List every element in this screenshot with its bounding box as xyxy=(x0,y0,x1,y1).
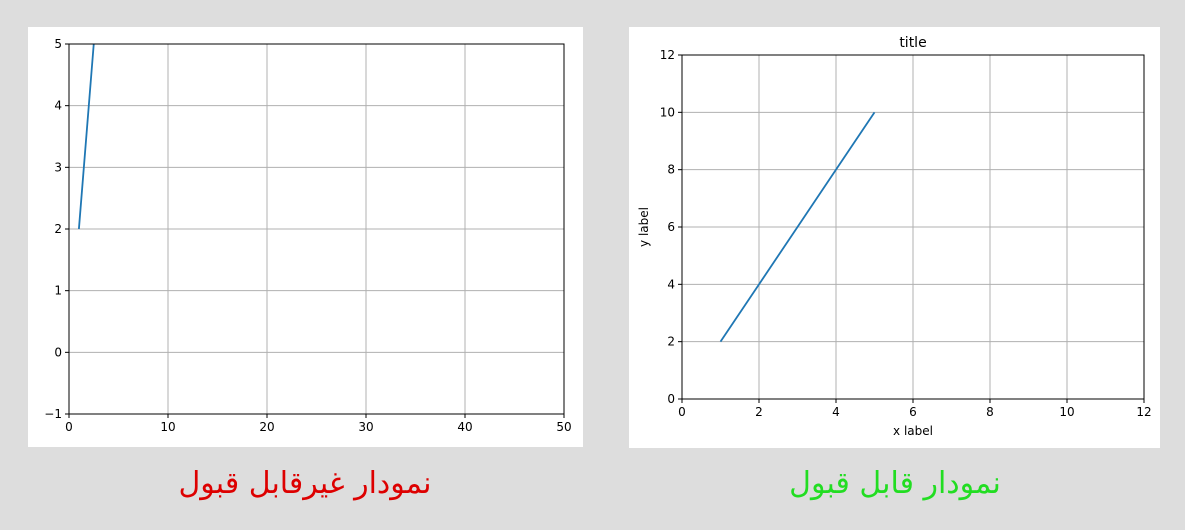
y-tick-label: 12 xyxy=(660,48,675,62)
chart: 0 2 4 6 8 10 12 0 2 4 6 8 10 12 title x label y label xyxy=(637,35,1152,438)
x-tick-label: 6 xyxy=(909,405,917,419)
y-tick-label: 6 xyxy=(667,220,675,234)
y-tick-label: −1 xyxy=(44,407,62,421)
caption: نمودار غیرقابل قبول xyxy=(178,466,432,501)
y-tick-label: 4 xyxy=(54,99,62,113)
chart-title: title xyxy=(899,35,926,51)
x-axis-label: x label xyxy=(893,424,933,438)
line xyxy=(719,111,876,343)
x-tick-label: 10 xyxy=(160,420,175,434)
axes-frame xyxy=(681,54,1145,400)
y-tick-label: 4 xyxy=(667,277,675,291)
x-tick-label: 0 xyxy=(65,420,73,434)
y-tick-label: 0 xyxy=(667,392,675,406)
y-tick-label: 0 xyxy=(54,345,62,359)
x-tick-label: 30 xyxy=(358,420,373,434)
x-tick-label: 4 xyxy=(832,405,840,419)
x-tick-label: 8 xyxy=(986,405,994,419)
caption: نمودار قابل قبول xyxy=(789,466,1001,501)
panel: 0 2 4 6 8 10 12 0 2 4 6 8 10 12 title x label y label xyxy=(629,27,1160,448)
y-tick-label: 5 xyxy=(54,37,62,51)
x-tick-label: 0 xyxy=(678,405,686,419)
y-tick-label: 3 xyxy=(54,160,62,174)
y-tick-label: 8 xyxy=(667,163,675,177)
line xyxy=(78,44,95,230)
y-tick-label: 2 xyxy=(667,335,675,349)
x-tick-label: 40 xyxy=(457,420,472,434)
axes-frame xyxy=(68,43,565,415)
y-tick-label: 2 xyxy=(54,222,62,236)
panel: 0 10 20 30 40 50 −1 0 1 2 3 4 5 xyxy=(28,27,583,447)
x-tick-label: 2 xyxy=(755,405,763,419)
x-tick-label: 12 xyxy=(1136,405,1151,419)
y-axis-label: y label xyxy=(637,207,651,247)
x-tick-label: 10 xyxy=(1059,405,1074,419)
y-tick-label: 1 xyxy=(54,284,62,298)
x-tick-label: 20 xyxy=(259,420,274,434)
x-tick-label: 50 xyxy=(556,420,571,434)
y-tick-label: 10 xyxy=(660,105,675,119)
